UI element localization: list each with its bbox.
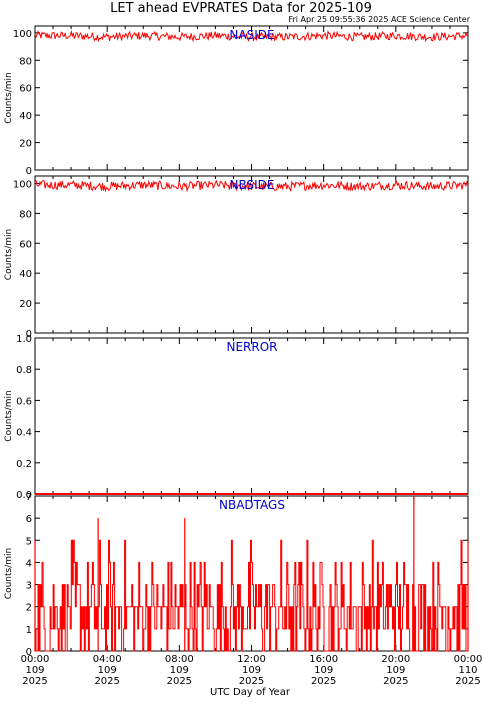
y-axis-label: Counts/min bbox=[4, 390, 14, 441]
y-tick-label: 5 bbox=[26, 536, 32, 547]
x-tick-time: 16:00 bbox=[309, 654, 338, 665]
y-tick-label: 0.6 bbox=[16, 396, 32, 407]
y-tick-label: 60 bbox=[19, 84, 32, 95]
y-tick-label: 0 bbox=[26, 647, 32, 658]
y-tick-label: 60 bbox=[19, 239, 32, 250]
x-tick-day: 109 bbox=[25, 665, 44, 676]
x-tick-time: 12:00 bbox=[237, 654, 266, 665]
chart-title: LET ahead EVPRATES Data for 2025-109 bbox=[110, 1, 372, 16]
y-tick-label: 1 bbox=[26, 625, 32, 636]
series-line bbox=[35, 539, 469, 652]
series-line bbox=[34, 29, 469, 43]
x-axis: 00:00109202504:00109202508:00109202512:0… bbox=[21, 654, 482, 687]
y-axis-label: Counts/min bbox=[4, 72, 14, 123]
panel-label: NASIDE bbox=[229, 28, 274, 42]
y-axis-label: Counts/min bbox=[4, 229, 14, 280]
panel-frame bbox=[34, 337, 469, 495]
panel-label: NBADTAGS bbox=[219, 498, 285, 512]
y-tick-label: 100 bbox=[13, 179, 32, 190]
panel-nbadtags: 0 1 2 3 4 5 6 7 Counts/min NBADTAGS bbox=[4, 492, 469, 658]
x-tick-year: 2025 bbox=[239, 676, 264, 687]
series-line bbox=[34, 179, 469, 193]
y-tick-label: 0.8 bbox=[16, 365, 32, 376]
x-tick-year: 2025 bbox=[383, 676, 408, 687]
y-tick-label: 3 bbox=[26, 581, 32, 592]
x-tick-day: 109 bbox=[386, 665, 405, 676]
y-tick-label: 6 bbox=[26, 514, 32, 525]
y-tick-label: 0 bbox=[26, 329, 32, 340]
y-tick-label: 0.2 bbox=[16, 459, 32, 470]
panel-label: NBSIDE bbox=[230, 178, 275, 192]
timestamp: Fri Apr 25 09:55:36 2025 ACE Science Cen… bbox=[288, 15, 470, 24]
panel-label: NERROR bbox=[226, 340, 277, 354]
y-tick-label: 40 bbox=[19, 269, 32, 280]
y-tick-label: 2 bbox=[26, 603, 32, 614]
y-tick-label: 40 bbox=[19, 111, 32, 122]
y-tick-label: 1.0 bbox=[16, 334, 32, 345]
x-tick-time: 20:00 bbox=[381, 654, 410, 665]
y-tick-label: 100 bbox=[13, 29, 32, 40]
panel-naside: 0 20 40 60 80 100 Counts/min NASIDE bbox=[4, 25, 469, 177]
panel-frame bbox=[34, 495, 469, 652]
panel-frame bbox=[34, 175, 469, 334]
y-tick-label: 0 bbox=[26, 166, 32, 177]
x-tick-day: 109 bbox=[170, 665, 189, 676]
panel-frame bbox=[34, 25, 469, 171]
x-tick-time: 00:00 bbox=[454, 654, 482, 665]
x-tick-time: 08:00 bbox=[165, 654, 194, 665]
y-tick-label: 20 bbox=[19, 139, 32, 150]
y-tick-label: 7 bbox=[26, 492, 32, 503]
x-tick-day: 109 bbox=[98, 665, 117, 676]
x-tick-time: 04:00 bbox=[93, 654, 122, 665]
x-tick-day: 109 bbox=[314, 665, 333, 676]
panel-nerror: 0.0 0.2 0.4 0.6 0.8 1.0 Counts/min NERROR bbox=[4, 334, 469, 501]
x-tick-year: 2025 bbox=[94, 676, 119, 687]
x-tick-year: 2025 bbox=[167, 676, 192, 687]
x-tick-day: 109 bbox=[242, 665, 261, 676]
x-tick-day: 110 bbox=[458, 665, 477, 676]
y-tick-label: 20 bbox=[19, 299, 32, 310]
x-tick-year: 2025 bbox=[455, 676, 480, 687]
y-tick-label: 80 bbox=[19, 209, 32, 220]
y-axis-label: Counts/min bbox=[4, 548, 14, 599]
x-axis-label: UTC Day of Year bbox=[210, 687, 291, 698]
y-tick-label: 0.4 bbox=[16, 428, 32, 439]
y-tick-label: 4 bbox=[26, 558, 32, 569]
panel-nbside: 0 20 40 60 80 100 Counts/min NBSIDE bbox=[4, 175, 469, 340]
x-tick-year: 2025 bbox=[22, 676, 47, 687]
y-tick-label: 80 bbox=[19, 56, 32, 67]
x-tick-year: 2025 bbox=[311, 676, 336, 687]
x-tick-time: 00:00 bbox=[21, 654, 50, 665]
y-tick-label: 0.0 bbox=[16, 490, 32, 501]
